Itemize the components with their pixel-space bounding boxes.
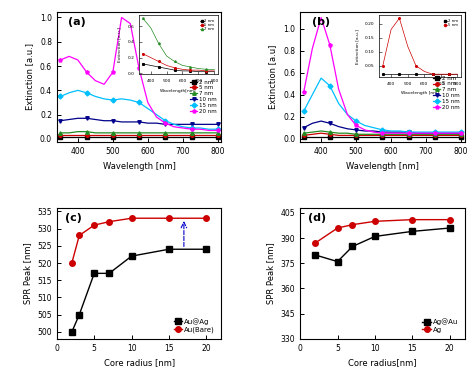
Text: (c): (c) bbox=[65, 213, 82, 223]
X-axis label: Wavelength [nm]: Wavelength [nm] bbox=[346, 162, 419, 171]
Au@Ag bbox=[203, 247, 209, 251]
Au@Ag bbox=[91, 271, 97, 276]
Au(Bare) bbox=[69, 261, 75, 265]
Au@Ag bbox=[76, 312, 82, 317]
X-axis label: Wavelength [nm]: Wavelength [nm] bbox=[103, 162, 175, 171]
Ag bbox=[372, 219, 378, 224]
X-axis label: Core radius[nm]: Core radius[nm] bbox=[348, 358, 417, 367]
Line: Ag: Ag bbox=[312, 217, 452, 246]
Legend: Ag@Au, Ag: Ag@Au, Ag bbox=[419, 316, 461, 335]
Y-axis label: SPR Peak [nm]: SPR Peak [nm] bbox=[23, 243, 32, 304]
Ag bbox=[350, 223, 356, 227]
Au(Bare) bbox=[91, 223, 97, 228]
Ag@Au bbox=[312, 253, 318, 257]
Ag@Au bbox=[447, 226, 452, 230]
Text: (b): (b) bbox=[311, 17, 330, 27]
Ag@Au bbox=[350, 244, 356, 249]
Text: (a): (a) bbox=[68, 17, 86, 27]
Au@Ag bbox=[69, 330, 75, 334]
X-axis label: Core radius [nm]: Core radius [nm] bbox=[103, 358, 174, 367]
Au@Ag bbox=[129, 254, 135, 258]
Line: Au(Bare): Au(Bare) bbox=[69, 216, 209, 266]
Au(Bare) bbox=[76, 233, 82, 238]
Y-axis label: Extinction [a.u]: Extinction [a.u] bbox=[269, 45, 278, 109]
Ag bbox=[410, 218, 415, 222]
Au(Bare) bbox=[106, 219, 112, 224]
Ag bbox=[335, 226, 340, 230]
Legend: Au@Ag, Au(Bare): Au@Ag, Au(Bare) bbox=[171, 315, 218, 335]
Au@Ag bbox=[166, 247, 172, 251]
Y-axis label: SPR Peak [nm]: SPR Peak [nm] bbox=[266, 243, 275, 304]
Ag bbox=[447, 218, 452, 222]
Text: (d): (d) bbox=[309, 213, 327, 223]
Y-axis label: Extinction [a.u.]: Extinction [a.u.] bbox=[25, 44, 34, 110]
Legend: 2 nm, 5 nm, 7 nm, 10 nm, 15 nm, 20 nm: 2 nm, 5 nm, 7 nm, 10 nm, 15 nm, 20 nm bbox=[188, 77, 219, 116]
Legend: 2 nm, 5 nm, 7 nm, 10 nm, 15 nm, 20 nm: 2 nm, 5 nm, 7 nm, 10 nm, 15 nm, 20 nm bbox=[431, 74, 462, 112]
Au(Bare) bbox=[129, 216, 135, 221]
Line: Au@Ag: Au@Ag bbox=[69, 246, 209, 335]
Au@Ag bbox=[106, 271, 112, 276]
Ag@Au bbox=[410, 229, 415, 234]
Au(Bare) bbox=[166, 216, 172, 221]
Line: Ag@Au: Ag@Au bbox=[312, 225, 452, 264]
Au(Bare) bbox=[203, 216, 209, 221]
Ag@Au bbox=[335, 259, 340, 264]
Ag bbox=[312, 241, 318, 246]
Ag@Au bbox=[372, 234, 378, 239]
